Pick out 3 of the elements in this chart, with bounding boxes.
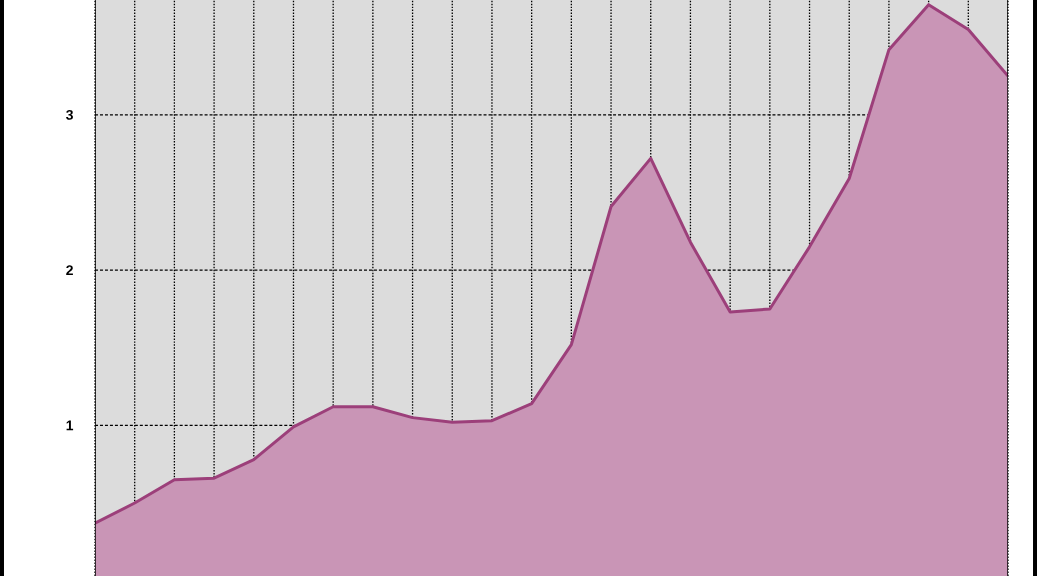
y-tick-label: 1 bbox=[66, 420, 74, 431]
y-tick-label: 2 bbox=[66, 265, 73, 276]
y-tick-label: 3 bbox=[66, 109, 73, 120]
